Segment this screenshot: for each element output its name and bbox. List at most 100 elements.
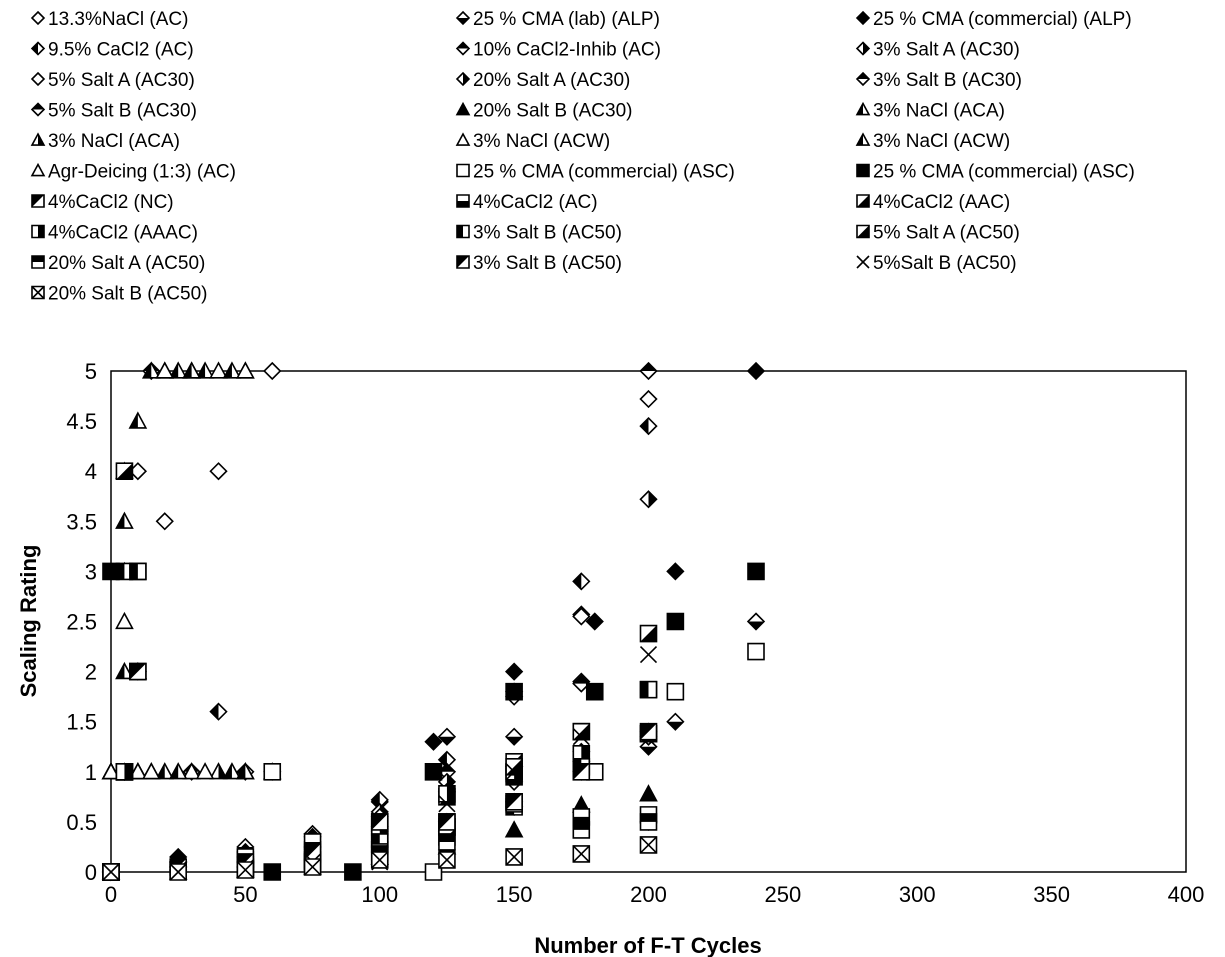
data-point — [236, 361, 255, 379]
legend-label: 3% NaCl (ACA) — [873, 101, 1005, 122]
legend-label: 3% Salt A (AC30) — [873, 40, 1020, 61]
legend-marker — [455, 71, 471, 87]
legend-label: 3% Salt B (AC30) — [873, 70, 1022, 91]
data-point — [129, 562, 147, 581]
data-point — [169, 863, 187, 881]
data-point — [168, 762, 188, 780]
data-point — [585, 682, 604, 701]
data-point — [504, 662, 524, 681]
data-point — [585, 612, 604, 631]
y-tick-label: 4.5 — [66, 409, 97, 434]
legend-item: 3% NaCl (ACW) — [455, 131, 610, 152]
legend-item: 3% NaCl (ACA) — [30, 131, 180, 152]
legend-label: 10% CaCl2-Inhib (AC) — [473, 40, 661, 61]
legend-item: 5% Salt B (AC30) — [30, 101, 197, 122]
data-point — [505, 793, 523, 811]
legend-item: 3% Salt A (AC30) — [855, 40, 1020, 61]
data-point — [438, 795, 456, 813]
legend-marker — [30, 71, 46, 87]
legend-label: 3% Salt B (AC50) — [473, 223, 622, 244]
data-point — [141, 361, 161, 379]
data-point — [155, 512, 174, 531]
legend-label: 3% NaCl (ACW) — [473, 131, 610, 152]
data-point — [263, 863, 282, 881]
legend-item: 20% Salt A (AC50) — [31, 253, 205, 274]
legend-marker — [855, 71, 871, 87]
y-tick-label: 4 — [85, 459, 97, 484]
data-point — [504, 820, 524, 838]
data-point — [263, 361, 282, 381]
data-point — [572, 744, 591, 763]
legend-label: 5% Salt B (AC30) — [48, 101, 197, 122]
data-point — [505, 763, 523, 781]
x-tick-label: 250 — [765, 882, 802, 907]
data-point — [572, 572, 591, 591]
data-point — [438, 833, 456, 851]
data-point — [666, 712, 685, 731]
legend-item: 3% NaCl (ACA) — [855, 101, 1005, 122]
data-point — [102, 863, 120, 881]
legend-label: 5% Salt A (AC50) — [873, 223, 1020, 244]
legend-marker — [30, 132, 46, 146]
data-point — [666, 562, 685, 581]
data-point — [155, 762, 175, 780]
legend-label: 3% NaCl (ACA) — [48, 131, 180, 152]
data-point — [639, 680, 658, 699]
axes: Number of F-T Cycles Scaling Rating — [16, 370, 1187, 957]
legend-marker — [456, 194, 470, 208]
data-point — [115, 661, 134, 680]
legend-label: 3% NaCl (ACW) — [873, 131, 1010, 152]
legend-marker — [30, 10, 46, 26]
data-point — [182, 361, 201, 379]
legend-label: 4%CaCl2 (NC) — [48, 192, 174, 213]
legend-item: 5% Salt A (AC30) — [30, 70, 195, 91]
legend-label: 25 % CMA (commercial) (ALP) — [873, 9, 1132, 30]
data-point — [101, 762, 121, 780]
legend-label: 25 % CMA (lab) (ALP) — [473, 9, 660, 30]
legend-item: 3% Salt B (AC50) — [456, 253, 622, 274]
data-point — [141, 762, 161, 780]
legend-marker — [455, 10, 471, 26]
legend-marker — [31, 224, 45, 239]
data-point — [370, 851, 389, 869]
legend-marker — [31, 255, 45, 269]
legend-label: 20% Salt A (AC30) — [473, 70, 630, 91]
data-point — [236, 861, 255, 879]
legend-label: 25 % CMA (commercial) (ASC) — [473, 162, 735, 183]
legend-marker — [30, 162, 46, 177]
legend-item: 20% Salt B (AC30) — [455, 101, 632, 122]
data-point — [639, 737, 658, 756]
y-tick-label: 0.5 — [66, 810, 97, 835]
legend-marker — [455, 101, 471, 116]
legend-item: 3% NaCl (ACW) — [855, 131, 1010, 152]
legend-item: 20% Salt A (AC30) — [455, 70, 630, 91]
legend-label: 13.3%NaCl (AC) — [48, 9, 188, 30]
legend-item: 4%CaCl2 (AAAC) — [31, 223, 198, 244]
data-point — [572, 674, 591, 693]
legend-label: 5% Salt A (AC30) — [48, 70, 195, 91]
legend-label: Agr-Deicing (1:3) (AC) — [48, 162, 236, 183]
data-point — [424, 762, 443, 781]
data-point — [303, 843, 322, 861]
data-points — [101, 361, 766, 882]
data-point — [209, 702, 228, 721]
legend-label: 20% Salt B (AC50) — [48, 284, 207, 305]
legend: 13.3%NaCl (AC) 25 % CMA (lab) (ALP) 25 % C… — [30, 9, 1135, 305]
legend-marker — [30, 102, 46, 117]
data-point — [115, 762, 134, 781]
legend-marker — [856, 224, 870, 239]
x-tick-label: 50 — [233, 882, 257, 907]
legend-marker — [456, 163, 470, 178]
y-tick-label: 2.5 — [66, 610, 97, 635]
data-point — [572, 728, 590, 746]
data-point — [572, 722, 591, 741]
legend-marker — [856, 163, 870, 178]
legend-label: 4%CaCl2 (AAAC) — [48, 223, 198, 244]
legend-item: 25 % CMA (commercial) (ASC) — [456, 162, 735, 183]
legend-label: 3% Salt B (AC50) — [473, 253, 622, 274]
data-point — [572, 821, 591, 839]
legend-item: 25 % CMA (commercial) (ASC) — [856, 162, 1135, 183]
legend-marker — [855, 10, 871, 26]
data-point — [505, 848, 523, 866]
data-point — [438, 813, 456, 831]
